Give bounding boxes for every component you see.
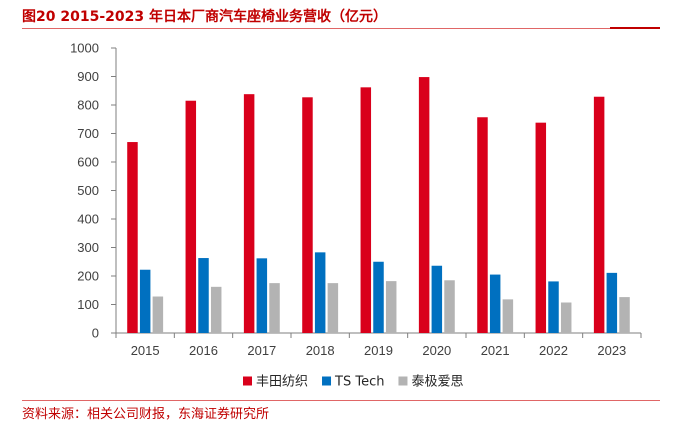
legend-swatch	[398, 376, 408, 386]
y-tick-label: 400	[77, 212, 99, 227]
y-tick-label: 300	[77, 240, 99, 255]
legend-label: 丰田纺织	[256, 375, 308, 390]
bar	[502, 299, 514, 333]
x-tick-label: 2018	[306, 343, 335, 358]
bar	[444, 280, 455, 333]
x-tick-label: 2015	[131, 343, 160, 358]
legend-swatch	[243, 376, 252, 386]
bar-series-group	[127, 77, 630, 334]
legend-label: 泰极爱思	[411, 375, 463, 390]
x-tick-label: 2023	[597, 343, 626, 358]
x-tick-label: 2016	[189, 343, 218, 358]
bar	[489, 274, 501, 333]
y-tick-label: 900	[77, 69, 99, 84]
bar-series	[127, 77, 605, 334]
chart-title: 图20 2015-2023 年日本厂商汽车座椅业务营收（亿元）	[22, 9, 387, 25]
y-tick-label: 1000	[70, 41, 99, 56]
bar	[139, 269, 151, 333]
bar	[477, 117, 488, 333]
x-tick-label: 2019	[364, 343, 393, 358]
x-tick-label: 2017	[247, 343, 276, 358]
bar-series	[152, 280, 630, 333]
y-tick-label: 0	[92, 326, 99, 341]
legend: 丰田纺织 TS Tech 泰极爱思	[243, 375, 463, 390]
x-axis: 2015 2016 2017 2018 2019 2020 2021 2022 2023	[115, 332, 642, 358]
bar	[606, 272, 618, 333]
bar	[302, 97, 313, 334]
bar	[152, 296, 164, 333]
y-tick-label: 100	[77, 297, 99, 312]
bar	[593, 96, 605, 333]
bar	[327, 283, 339, 333]
y-tick-label: 200	[77, 269, 99, 284]
y-tick-label: 500	[77, 183, 99, 198]
bar	[269, 283, 280, 333]
bar	[431, 265, 443, 333]
bar	[210, 286, 222, 333]
title-divider-accent	[610, 27, 660, 29]
bar	[185, 100, 197, 333]
bar	[619, 297, 630, 333]
y-axis: 0 100 200 300 400 500 600 700 800 900 1000	[70, 41, 117, 341]
bar	[360, 87, 372, 333]
source-note: 资料来源：相关公司财报，东海证券研究所	[22, 407, 270, 422]
source-divider	[22, 400, 660, 401]
bar	[314, 252, 326, 333]
legend-label: TS Tech	[334, 375, 384, 390]
bar	[385, 281, 397, 333]
bar	[560, 302, 572, 333]
bar	[256, 258, 268, 333]
bar	[373, 261, 384, 333]
x-tick-label: 2022	[539, 343, 568, 358]
bar	[127, 142, 138, 333]
x-tick-label: 2021	[481, 343, 510, 358]
y-tick-label: 600	[77, 155, 99, 170]
y-tick-label: 800	[77, 98, 99, 113]
bar	[548, 281, 559, 333]
bar-series	[139, 252, 618, 333]
bar	[243, 94, 255, 333]
x-tick-label: 2020	[422, 343, 451, 358]
title-divider	[22, 28, 660, 29]
bar	[198, 258, 209, 333]
bar	[418, 77, 430, 333]
bar	[535, 122, 547, 333]
y-tick-label: 700	[77, 126, 99, 141]
legend-swatch	[322, 376, 332, 386]
